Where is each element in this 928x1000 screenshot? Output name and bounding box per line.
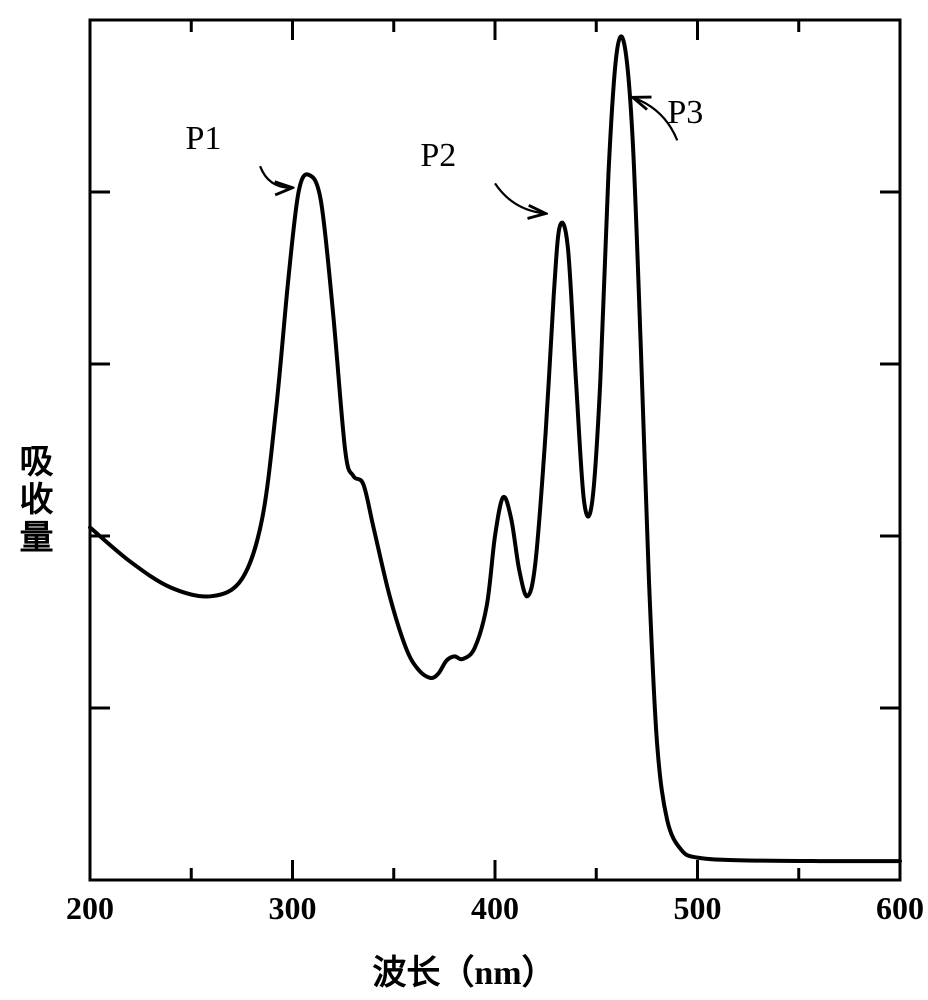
peak-label-P3: P3 [667, 94, 703, 131]
x-tick-label: 300 [269, 890, 317, 927]
x-tick-label: 200 [66, 890, 114, 927]
absorption-spectrum-chart: 吸收量 波长（nm） P1 P2 P3 200 300 400 500 600 [0, 0, 928, 1000]
x-tick-label: 400 [471, 890, 519, 927]
peak-label-P2: P2 [420, 137, 456, 174]
peak-annotations: P1 P2 P3 [185, 94, 703, 213]
chart-svg: P1 P2 P3 [0, 0, 928, 1000]
y-axis-label: 吸收量 [8, 443, 57, 557]
x-axis-label-text: 波长（nm） [372, 955, 555, 992]
peak-label-P1: P1 [185, 120, 221, 157]
x-axis-label: 波长（nm） [0, 945, 928, 994]
x-tick-label: 600 [876, 890, 924, 927]
x-tick-label: 500 [674, 890, 722, 927]
spectrum-curve [90, 36, 900, 861]
